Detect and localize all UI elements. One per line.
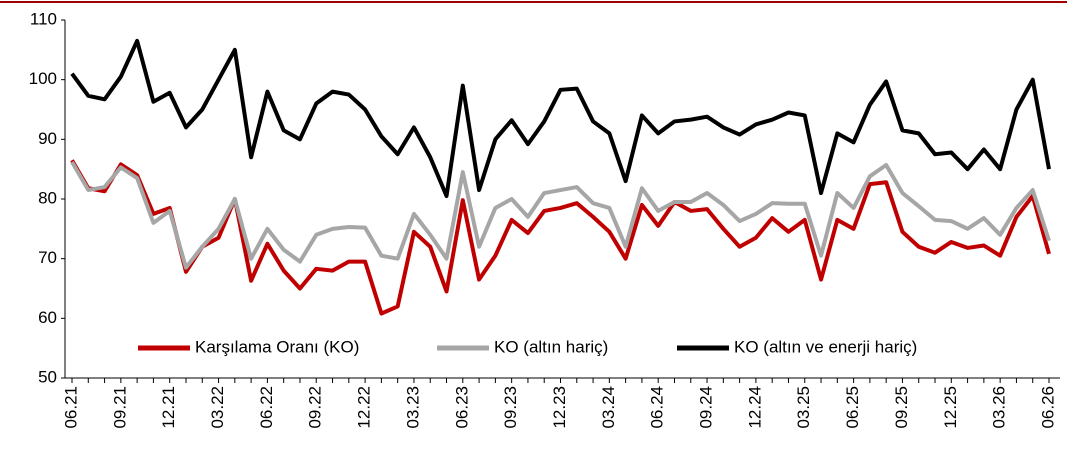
line-series — [70, 161, 1051, 270]
y-tick-label: 90 — [38, 129, 57, 148]
y-tick-label: 50 — [38, 367, 57, 386]
legend-text-bg — [731, 336, 921, 360]
x-tick-label: 09.21 — [110, 386, 129, 429]
x-tick-label: 06.23 — [452, 386, 471, 429]
line-series — [70, 159, 1051, 316]
y-tick-label: 60 — [38, 308, 57, 327]
x-tick-label: 12.23 — [550, 386, 569, 429]
x-tick-label: 06.21 — [61, 386, 80, 429]
x-tick-label: 06.22 — [257, 386, 276, 429]
x-tick-label: 12.24 — [745, 386, 764, 429]
x-tick-label: 03.24 — [599, 386, 618, 429]
x-tick-label: 03.22 — [208, 386, 227, 429]
x-tick-label: 09.25 — [892, 386, 911, 429]
y-tick-label: 110 — [30, 9, 57, 28]
y-tick-label: 80 — [38, 188, 57, 207]
legend-label: Karşılama Oranı (KO) — [195, 337, 359, 356]
x-tick-label: 12.25 — [941, 386, 960, 429]
x-tick-label: 03.23 — [403, 386, 422, 429]
legend-label: KO (altın ve enerji hariç) — [734, 337, 917, 356]
x-tick-label: 09.22 — [306, 386, 325, 429]
y-tick-label: 100 — [29, 69, 57, 88]
legend-label: KO (altın hariç) — [494, 337, 608, 356]
x-tick-label: 03.26 — [990, 386, 1009, 429]
legend-text-bg — [491, 336, 612, 360]
y-tick-label: 70 — [38, 248, 57, 267]
line-series — [70, 38, 1051, 199]
x-tick-label: 06.26 — [1038, 386, 1057, 429]
x-tick-label: 12.22 — [355, 386, 374, 429]
x-tick-label: 09.24 — [697, 386, 716, 429]
x-tick-label: 06.24 — [648, 386, 667, 429]
x-tick-label: 09.23 — [501, 386, 520, 429]
legend-text-bg — [192, 336, 363, 360]
x-tick-label: 06.25 — [843, 386, 862, 429]
x-tick-label: 03.25 — [794, 386, 813, 429]
x-tick-label: 12.21 — [159, 386, 178, 429]
